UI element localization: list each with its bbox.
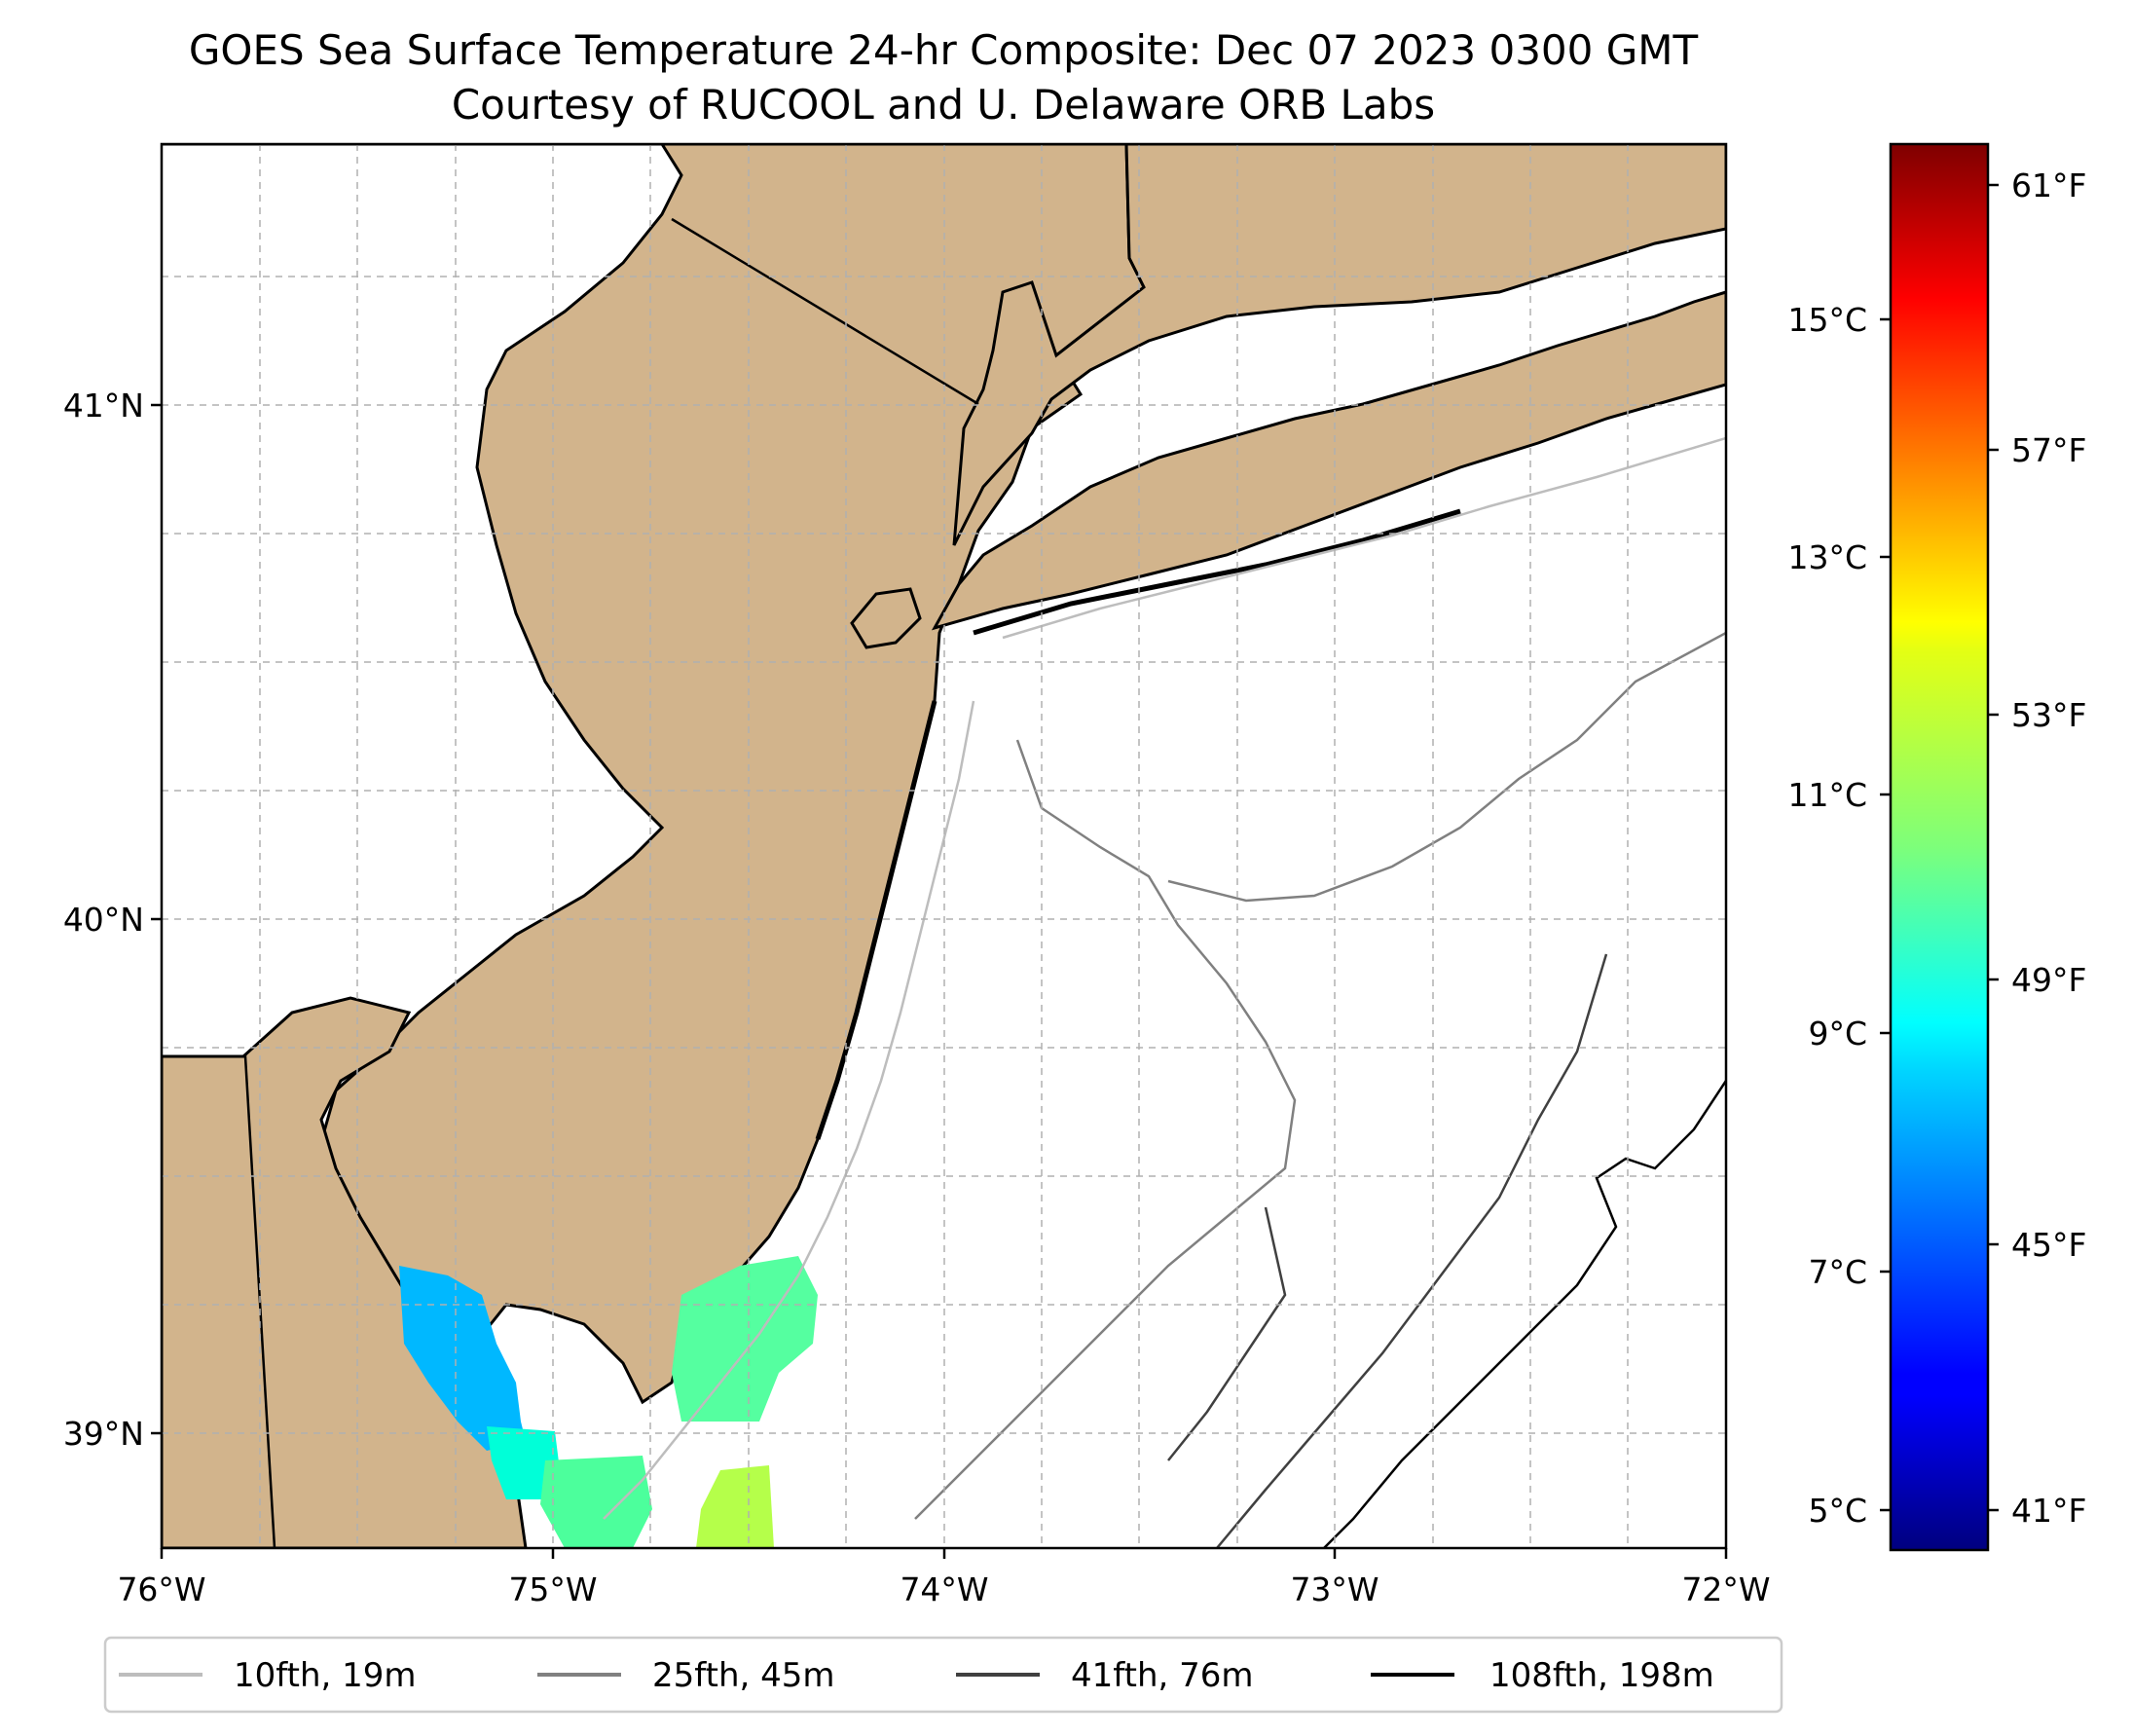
isobath-25fth	[914, 631, 1726, 1520]
lat-label: 39°N	[63, 1415, 144, 1453]
legend-label: 25fth, 45m	[652, 1656, 835, 1695]
land-staten-island	[850, 587, 922, 649]
lat-label: 40°N	[63, 901, 144, 939]
isobath-41fth	[1167, 953, 1608, 1548]
land-long-island	[931, 290, 1726, 631]
gridlines	[162, 144, 1726, 1548]
colorbar-ticks	[1880, 183, 1999, 1512]
colorbar-fahrenheit-label: 57°F	[2011, 431, 2086, 469]
colorbar-celsius-label: 9°C	[1808, 1015, 1867, 1053]
colorbar-celsius-label: 13°C	[1787, 538, 1867, 576]
map-panel	[162, 144, 1726, 1548]
lon-label: 72°W	[1681, 1570, 1770, 1608]
lon-label: 76°W	[117, 1570, 205, 1608]
lon-label: 75°W	[508, 1570, 597, 1608]
li-barrier-island	[973, 508, 1461, 636]
sst-data	[399, 1256, 818, 1548]
colorbar-celsius-label: 15°C	[1787, 301, 1867, 339]
lon-label: 74°W	[900, 1570, 988, 1608]
isobath-10fth	[603, 436, 1726, 1520]
legend-label: 10fth, 19m	[234, 1656, 417, 1695]
legend-label: 41fth, 76m	[1071, 1656, 1254, 1695]
colorbar-celsius-label: 7°C	[1808, 1253, 1867, 1291]
isobath-108fth	[1323, 1080, 1726, 1548]
colorbar	[1889, 142, 1990, 1552]
title-line-2: Courtesy of RUCOOL and U. Delaware ORB L…	[452, 81, 1435, 129]
nj-barrier-island	[815, 700, 937, 1140]
colorbar-fahrenheit-label: 45°F	[2011, 1226, 2086, 1264]
colorbar-fahrenheit-label: 41°F	[2011, 1492, 2086, 1530]
legend-frame	[103, 1636, 1783, 1714]
state-borders	[162, 217, 979, 1548]
colorbar-celsius-label: 5°C	[1808, 1492, 1867, 1530]
colorbar-fahrenheit-label: 53°F	[2011, 696, 2086, 734]
lon-label: 73°W	[1290, 1570, 1378, 1608]
title-line-1: GOES Sea Surface Temperature 24-hr Compo…	[189, 26, 1699, 74]
colorbar-fahrenheit-label: 49°F	[2011, 961, 2086, 999]
legend-label: 108fth, 198m	[1489, 1656, 1714, 1695]
axis-ticks	[151, 403, 1728, 1559]
colorbar-celsius-label: 11°C	[1787, 776, 1867, 814]
legend: 10fth, 19m 25fth, 45m 41fth, 76m 108fth,…	[103, 1636, 1783, 1714]
lat-label: 41°N	[63, 387, 144, 425]
colorbar-fahrenheit-label: 61°F	[2011, 166, 2086, 204]
